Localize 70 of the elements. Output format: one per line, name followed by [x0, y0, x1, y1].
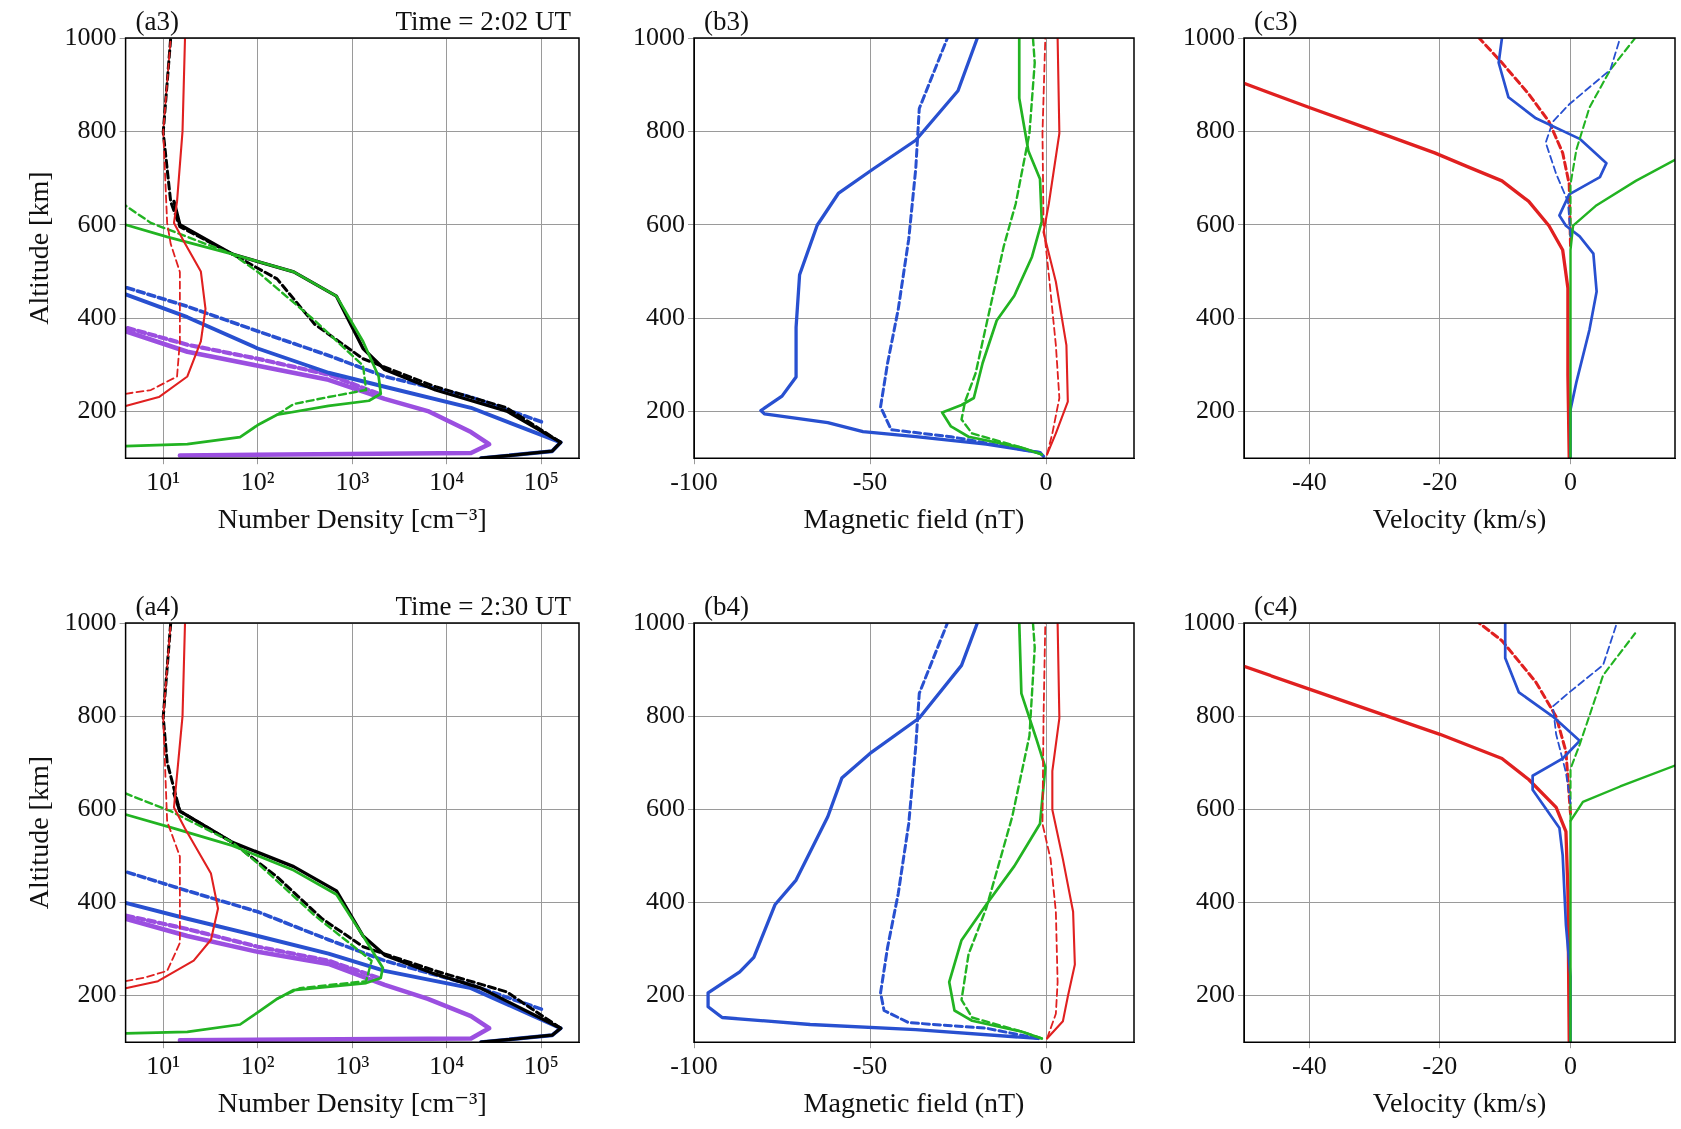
y-tick-label: 400 — [77, 301, 117, 331]
y-tick-label: 200 — [1196, 395, 1235, 425]
y-tick-label: 600 — [646, 793, 685, 823]
x-axis-title: Number Density [cm⁻³] — [217, 1086, 487, 1118]
y-tick-label: 400 — [646, 301, 685, 331]
x-tick-label: 10⁴ — [429, 1050, 465, 1080]
y-tick-label: 800 — [1196, 699, 1235, 729]
y-tick-label: 400 — [1196, 301, 1235, 331]
y-tick-label: 400 — [646, 886, 685, 916]
y-tick-label: 800 — [1196, 115, 1235, 145]
y-tick-label: 1000 — [633, 606, 685, 636]
y-tick-label: 1000 — [1183, 21, 1235, 51]
x-tick-label: 10² — [240, 466, 275, 496]
y-tick-label: 200 — [1196, 979, 1235, 1009]
y-tick-label: 600 — [1196, 793, 1235, 823]
chart-subtitle: Time = 2:02 UT — [395, 5, 572, 36]
y-tick-label: 800 — [77, 115, 117, 145]
x-axis-title: Magnetic field (nT) — [803, 502, 1025, 534]
x-tick-label: 10⁵ — [523, 466, 559, 496]
chart-title: (c4) — [1254, 590, 1298, 621]
x-axis-title: Velocity (km/s) — [1372, 502, 1547, 534]
x-tick-label: 10² — [240, 1050, 275, 1080]
x-tick-label: -40 — [1291, 466, 1327, 496]
y-tick-label: 600 — [77, 208, 117, 238]
line-series — [1477, 623, 1573, 816]
x-tick-label: -20 — [1422, 1050, 1458, 1080]
x-tick-label: -40 — [1291, 1050, 1327, 1080]
y-tick-label: 200 — [646, 395, 685, 425]
y-tick-label: 600 — [77, 793, 117, 823]
y-tick-label: 400 — [77, 886, 117, 916]
y-axis-title: Altitude [km] — [23, 171, 55, 325]
chart-title: (b4) — [704, 590, 749, 621]
y-tick-label: 800 — [77, 699, 117, 729]
y-tick-label: 800 — [646, 699, 685, 729]
x-axis-title: Number Density [cm⁻³] — [217, 502, 487, 534]
chart-title: (a3) — [135, 5, 180, 36]
y-tick-label: 200 — [77, 979, 117, 1009]
x-tick-label: 0 — [1039, 1050, 1053, 1080]
y-tick-label: 1000 — [64, 606, 117, 636]
y-tick-label: 1000 — [633, 21, 685, 51]
y-tick-label: 200 — [646, 979, 685, 1009]
x-axis-title: Velocity (km/s) — [1372, 1086, 1547, 1118]
y-tick-label: 1000 — [1183, 606, 1235, 636]
x-tick-label: -50 — [852, 466, 888, 496]
x-tick-label: -100 — [670, 466, 718, 496]
y-tick-label: 1000 — [64, 21, 117, 51]
x-tick-label: 10⁴ — [429, 466, 465, 496]
x-tick-label: 10³ — [335, 1050, 370, 1080]
x-tick-label: -50 — [852, 1050, 888, 1080]
x-tick-label: -20 — [1422, 466, 1458, 496]
x-tick-label: 0 — [1039, 466, 1053, 496]
y-tick-label: 600 — [646, 208, 685, 238]
y-axis-title: Altitude [km] — [23, 756, 55, 910]
chart-title: (a4) — [135, 590, 180, 621]
chart-title: (c3) — [1254, 5, 1298, 36]
chart-title: (b3) — [704, 5, 749, 36]
line-series — [1477, 38, 1573, 248]
x-tick-label: -100 — [670, 1050, 718, 1080]
x-tick-label: 10⁵ — [523, 1050, 559, 1080]
y-tick-label: 800 — [646, 115, 685, 145]
chart-subtitle: Time = 2:30 UT — [395, 590, 572, 621]
y-tick-label: 200 — [77, 395, 117, 425]
y-tick-label: 400 — [1196, 886, 1235, 916]
x-tick-label: 10³ — [335, 466, 370, 496]
x-tick-label: 10¹ — [146, 1050, 181, 1080]
x-tick-label: 0 — [1564, 1050, 1578, 1080]
x-tick-label: 10¹ — [146, 466, 181, 496]
x-tick-label: 0 — [1564, 466, 1578, 496]
x-axis-title: Magnetic field (nT) — [803, 1086, 1025, 1118]
y-tick-label: 600 — [1196, 208, 1235, 238]
